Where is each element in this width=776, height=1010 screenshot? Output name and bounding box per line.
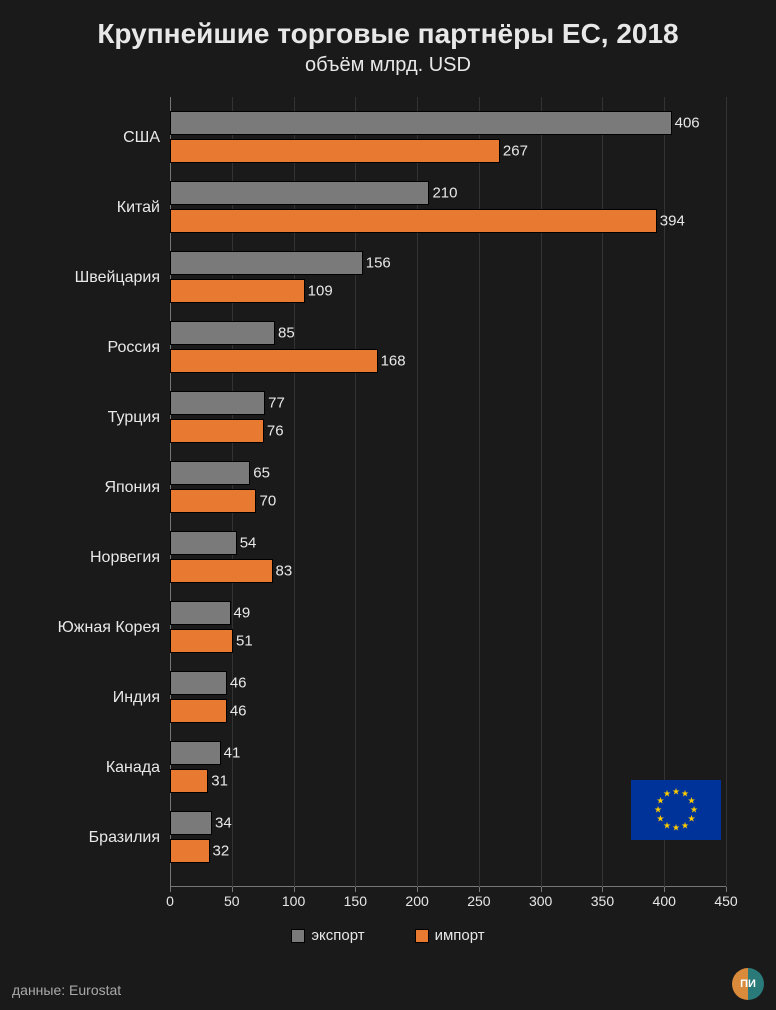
export-bar: 210 [170, 181, 429, 205]
publisher-logo-icon: ПИ [732, 968, 764, 1000]
eu-star-icon: ★ [663, 789, 671, 800]
bar-value-label: 109 [304, 283, 333, 300]
legend-swatch-icon [415, 929, 429, 943]
import-bar: 51 [170, 629, 233, 653]
chart-row: Швейцария156109 [170, 243, 726, 313]
category-label: Россия [108, 339, 170, 357]
import-bar: 168 [170, 349, 378, 373]
bar-value-label: 65 [249, 465, 270, 482]
export-bar: 34 [170, 811, 212, 835]
legend-swatch-icon [291, 929, 305, 943]
chart-row: Россия85168 [170, 313, 726, 383]
bar-value-label: 31 [207, 773, 228, 790]
export-bar: 65 [170, 461, 250, 485]
source-attribution: данные: Eurostat [12, 982, 121, 998]
bar-value-label: 156 [362, 255, 391, 272]
chart-row: Япония6570 [170, 453, 726, 523]
x-tick-label: 450 [714, 887, 737, 909]
x-tick-label: 200 [405, 887, 428, 909]
legend: экспорт импорт [0, 927, 776, 947]
bar-value-label: 76 [263, 423, 284, 440]
bar-value-label: 41 [220, 745, 241, 762]
import-bar: 394 [170, 209, 657, 233]
import-bar: 70 [170, 489, 256, 513]
export-bar: 406 [170, 111, 672, 135]
import-bar: 109 [170, 279, 305, 303]
import-bar: 76 [170, 419, 264, 443]
eu-star-icon: ★ [681, 820, 689, 831]
bar-value-label: 267 [499, 143, 528, 160]
eu-flag-icon: ★★★★★★★★★★★★ [631, 780, 721, 840]
export-bar: 41 [170, 741, 221, 765]
chart-row: Южная Корея4951 [170, 593, 726, 663]
chart-row: Китай210394 [170, 173, 726, 243]
x-axis-line [170, 886, 726, 887]
export-bar: 156 [170, 251, 363, 275]
x-tick-label: 350 [591, 887, 614, 909]
legend-item-import: импорт [415, 927, 485, 944]
bar-value-label: 85 [274, 325, 295, 342]
export-bar: 54 [170, 531, 237, 555]
chart-area: 050100150200250300350400450США406267Кита… [170, 97, 726, 887]
legend-item-export: экспорт [291, 927, 364, 944]
bar-value-label: 49 [230, 605, 251, 622]
export-bar: 85 [170, 321, 275, 345]
bar-value-label: 46 [226, 675, 247, 692]
bar-value-label: 46 [226, 703, 247, 720]
x-tick-label: 400 [653, 887, 676, 909]
bar-value-label: 83 [272, 563, 293, 580]
x-tick-label: 0 [166, 887, 174, 909]
category-label: Канада [106, 759, 170, 777]
bar-value-label: 406 [671, 115, 700, 132]
category-label: Турция [108, 409, 170, 427]
chart-row: США406267 [170, 103, 726, 173]
bar-value-label: 32 [209, 843, 230, 860]
bar-value-label: 51 [232, 633, 253, 650]
import-bar: 83 [170, 559, 273, 583]
category-label: Южная Корея [58, 619, 170, 637]
x-tick-label: 250 [467, 887, 490, 909]
x-tick-label: 50 [224, 887, 240, 909]
chart-row: Норвегия5483 [170, 523, 726, 593]
export-bar: 46 [170, 671, 227, 695]
bar-value-label: 34 [211, 815, 232, 832]
bar-value-label: 210 [428, 185, 457, 202]
category-label: Индия [113, 689, 170, 707]
chart-title: Крупнейшие торговые партнёры ЕС, 2018 [0, 0, 776, 50]
bar-value-label: 54 [236, 535, 257, 552]
bar-value-label: 77 [264, 395, 285, 412]
export-bar: 49 [170, 601, 231, 625]
category-label: США [123, 129, 170, 147]
x-tick-label: 100 [282, 887, 305, 909]
bar-value-label: 70 [255, 493, 276, 510]
import-bar: 267 [170, 139, 500, 163]
chart-row: Турция7776 [170, 383, 726, 453]
export-bar: 77 [170, 391, 265, 415]
gridline [726, 97, 727, 887]
legend-label: экспорт [311, 927, 364, 944]
import-bar: 46 [170, 699, 227, 723]
category-label: Китай [117, 199, 170, 217]
eu-star-icon: ★ [672, 787, 680, 798]
category-label: Бразилия [89, 829, 170, 847]
category-label: Норвегия [90, 549, 170, 567]
chart-row: Индия4646 [170, 663, 726, 733]
import-bar: 31 [170, 769, 208, 793]
bar-value-label: 168 [377, 353, 406, 370]
chart-subtitle: объём млрд. USD [0, 50, 776, 97]
bar-value-label: 394 [656, 213, 685, 230]
category-label: Швейцария [75, 269, 170, 287]
x-tick-label: 300 [529, 887, 552, 909]
legend-label: импорт [435, 927, 485, 944]
eu-star-icon: ★ [672, 823, 680, 834]
category-label: Япония [104, 479, 170, 497]
x-tick-label: 150 [344, 887, 367, 909]
import-bar: 32 [170, 839, 210, 863]
